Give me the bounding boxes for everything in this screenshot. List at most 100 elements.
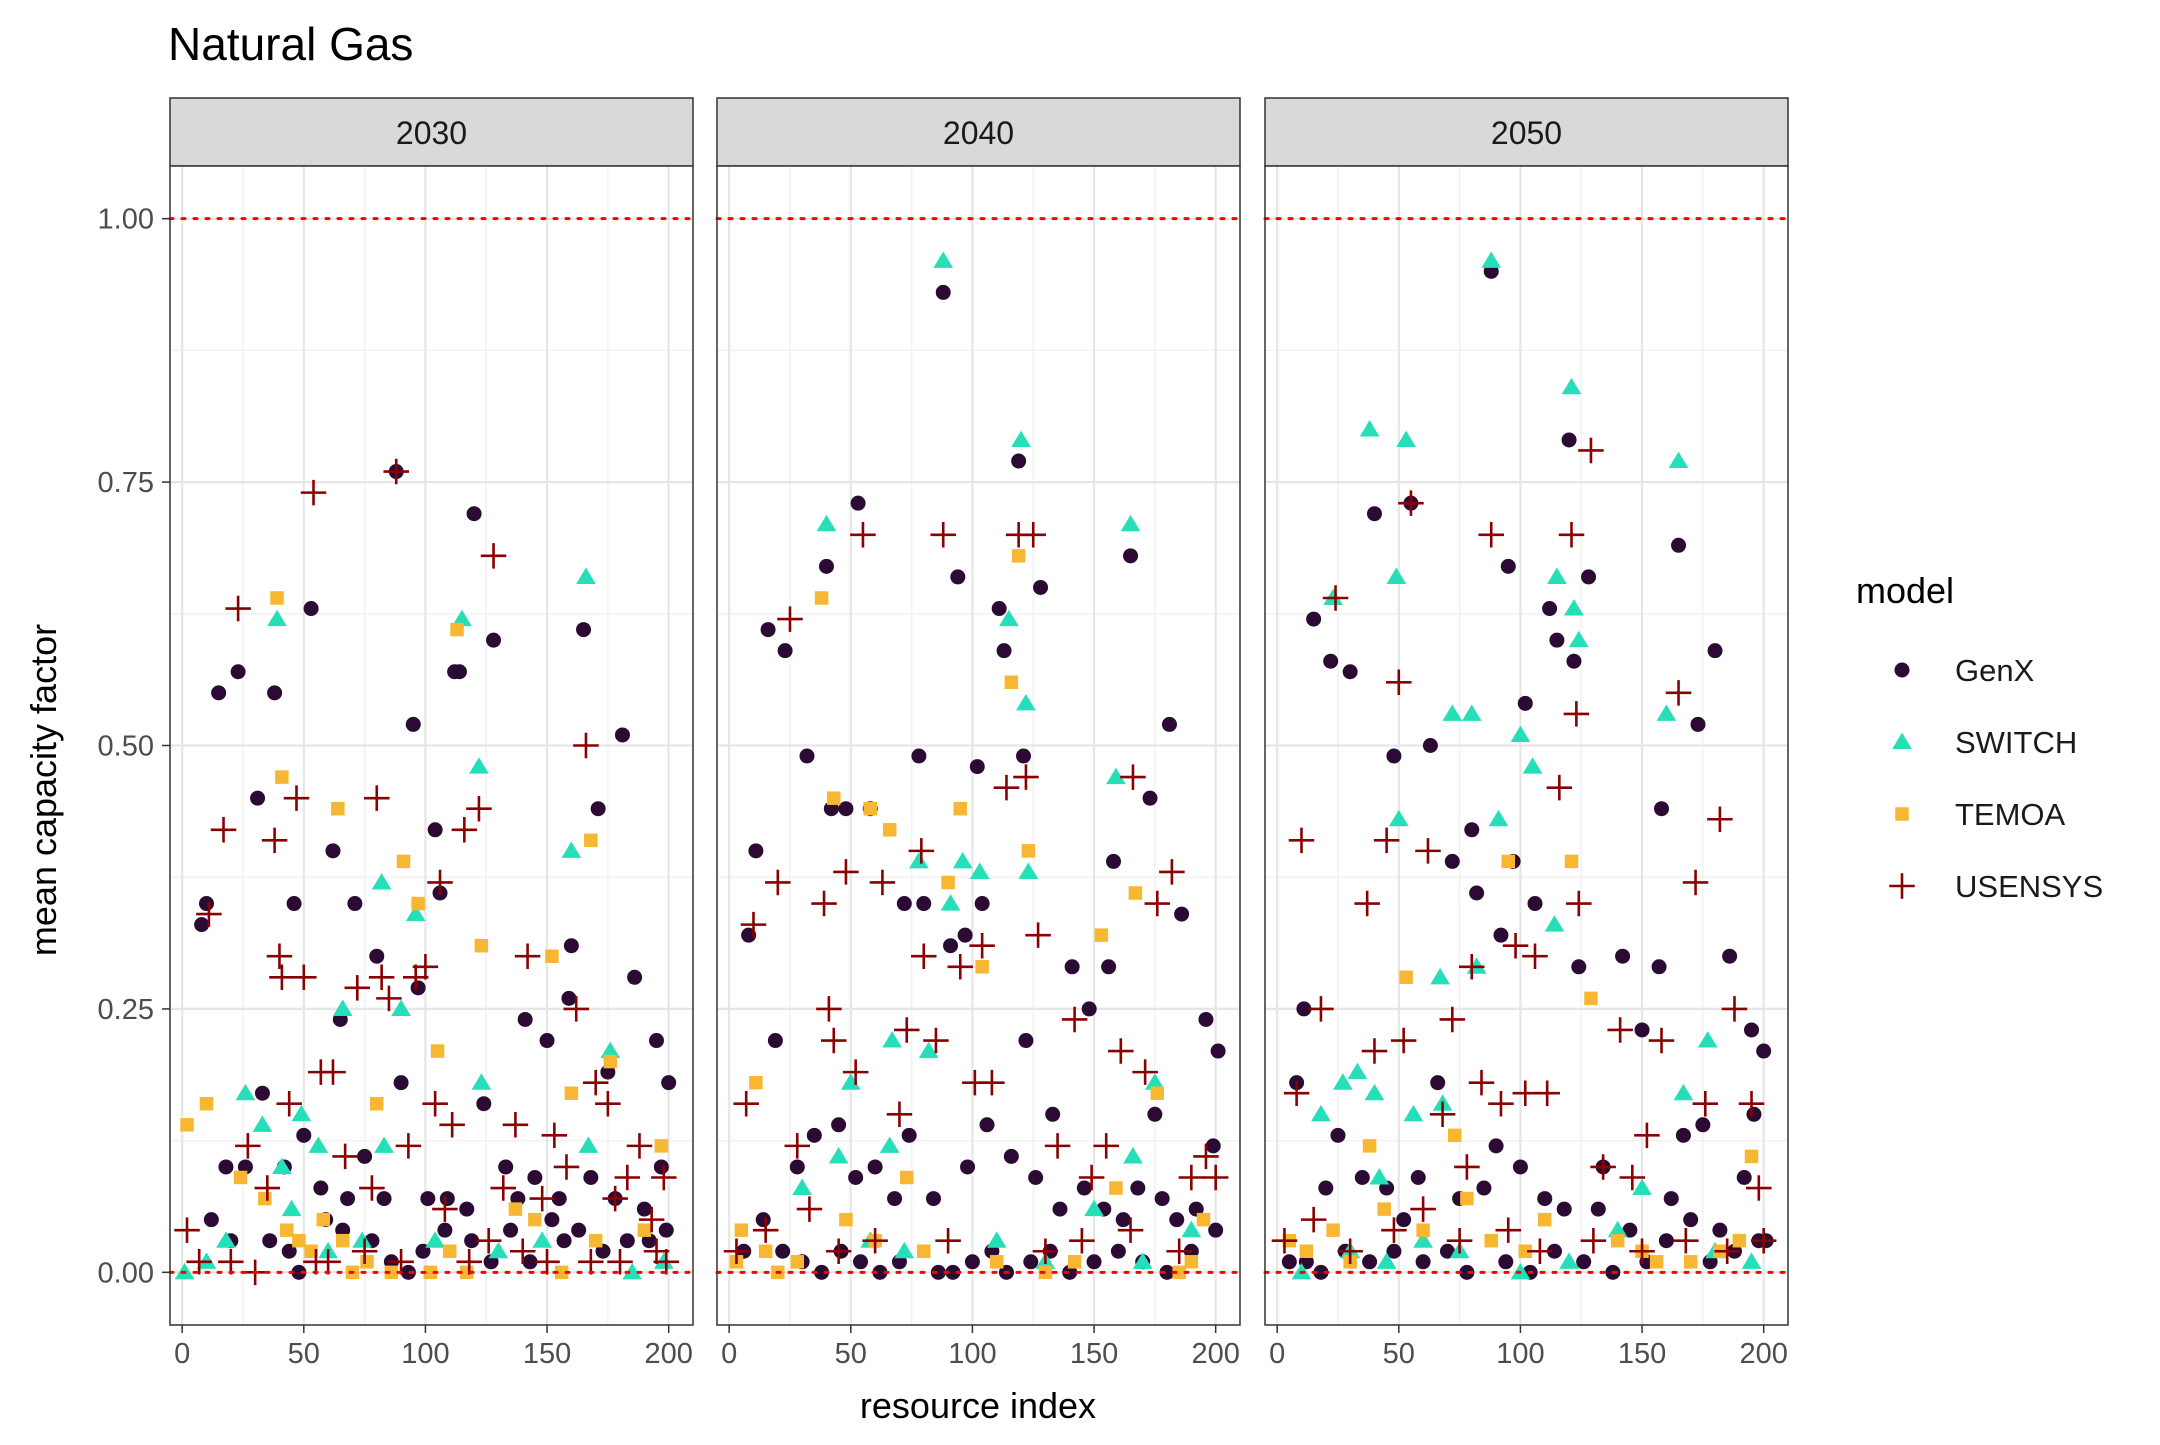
point-genx: [1208, 1222, 1224, 1238]
point-genx: [974, 896, 990, 912]
point-genx: [1362, 1254, 1378, 1270]
point-switch: [267, 609, 287, 627]
facet-strip: [1264, 97, 1789, 167]
facet-panel-2040: 2040 0 50 100 150 200: [715, 97, 1242, 1370]
point-genx: [1003, 1148, 1019, 1164]
point-genx: [1198, 1011, 1214, 1027]
point-genx: [1444, 853, 1460, 869]
point-switch: [291, 1104, 312, 1122]
point-usensys: [432, 1196, 458, 1222]
point-usensys: [1032, 1238, 1059, 1264]
point-usensys: [196, 901, 222, 927]
point-genx: [296, 1127, 312, 1143]
point-genx: [510, 1191, 526, 1207]
point-usensys: [1337, 1238, 1363, 1264]
point-usensys: [1202, 1164, 1229, 1191]
point-genx: [347, 896, 363, 912]
point-usensys: [412, 954, 439, 980]
point-temoa: [603, 1054, 618, 1069]
point-genx: [1323, 653, 1339, 669]
facet-strip-label: 2050: [1491, 115, 1562, 151]
point-switch: [308, 1136, 329, 1153]
point-usensys: [1308, 996, 1334, 1022]
point-genx: [760, 622, 776, 638]
point-genx: [1690, 716, 1706, 732]
point-switch: [469, 757, 489, 774]
x-tick-label: 100: [948, 1338, 996, 1370]
point-switch: [600, 1041, 621, 1059]
legend-key-switch: [1892, 732, 1912, 750]
point-genx: [996, 643, 1012, 659]
point-genx: [653, 1159, 669, 1175]
point-temoa: [584, 833, 598, 848]
point-genx: [1651, 959, 1667, 975]
point-switch: [272, 1157, 292, 1174]
point-genx: [1011, 453, 1027, 469]
x-tick-label: 100: [1496, 1338, 1544, 1370]
point-usensys: [210, 817, 237, 843]
point-temoa: [199, 1096, 214, 1111]
point-usensys: [563, 996, 589, 1022]
point-genx: [1396, 1212, 1412, 1228]
point-switch: [1332, 1073, 1353, 1090]
point-temoa: [588, 1233, 603, 1248]
point-genx: [595, 1243, 611, 1259]
point-genx: [1622, 1222, 1638, 1238]
point-usensys: [1634, 1122, 1660, 1149]
chart-title: Natural Gas: [168, 18, 413, 70]
point-usensys: [1069, 1227, 1095, 1254]
point-switch: [1347, 1062, 1368, 1080]
point-usensys: [784, 1133, 811, 1159]
point-usensys: [368, 964, 395, 991]
point-usensys: [509, 1238, 536, 1264]
point-genx: [254, 1085, 270, 1101]
series-usensys: [1271, 437, 1777, 1264]
point-genx: [1318, 1180, 1334, 1196]
point-genx: [571, 1222, 587, 1238]
point-genx: [1161, 716, 1177, 732]
point-temoa: [292, 1233, 306, 1248]
point-switch: [576, 567, 596, 584]
point-genx: [1542, 601, 1558, 617]
facet-panel-2030: 2030 0 50 100 150 200 0.00 0.25 0.50 0.75 1.00: [98, 97, 695, 1370]
point-usensys: [1117, 1217, 1144, 1243]
point-genx: [410, 980, 426, 996]
point-genx: [1654, 801, 1670, 817]
point-usensys: [1381, 1217, 1407, 1243]
point-temoa: [1011, 549, 1026, 563]
point-genx: [230, 664, 246, 680]
point-genx: [1016, 748, 1032, 764]
point-temoa: [882, 823, 897, 837]
point-temoa: [564, 1086, 579, 1100]
point-temoa: [1649, 1255, 1664, 1269]
point-switch: [1016, 693, 1036, 711]
point-usensys: [796, 1196, 823, 1222]
point-usensys: [1580, 1227, 1607, 1254]
point-switch: [1369, 1168, 1390, 1185]
point-usensys: [225, 595, 251, 622]
point-switch: [1430, 967, 1450, 985]
point-switch: [252, 1115, 273, 1132]
point-genx: [1675, 1127, 1691, 1143]
point-usensys: [1108, 1038, 1134, 1064]
point-genx: [590, 801, 606, 817]
point-genx: [649, 1033, 665, 1049]
point-switch: [1145, 1073, 1165, 1090]
x-tick-label: 200: [1739, 1338, 1787, 1370]
point-genx: [561, 990, 577, 1006]
point-genx: [376, 1191, 392, 1207]
point-genx: [357, 1148, 373, 1164]
point-switch: [1481, 251, 1502, 268]
point-switch: [894, 1241, 915, 1259]
point-temoa: [1172, 1265, 1186, 1280]
point-genx: [1415, 1254, 1431, 1270]
point-switch: [1522, 757, 1543, 774]
point-genx: [969, 759, 985, 775]
point-switch: [1547, 567, 1567, 584]
point-usensys: [235, 1133, 261, 1159]
point-genx: [1430, 1075, 1446, 1091]
point-genx: [576, 622, 592, 638]
legend-label: USENSYS: [1955, 869, 2103, 904]
